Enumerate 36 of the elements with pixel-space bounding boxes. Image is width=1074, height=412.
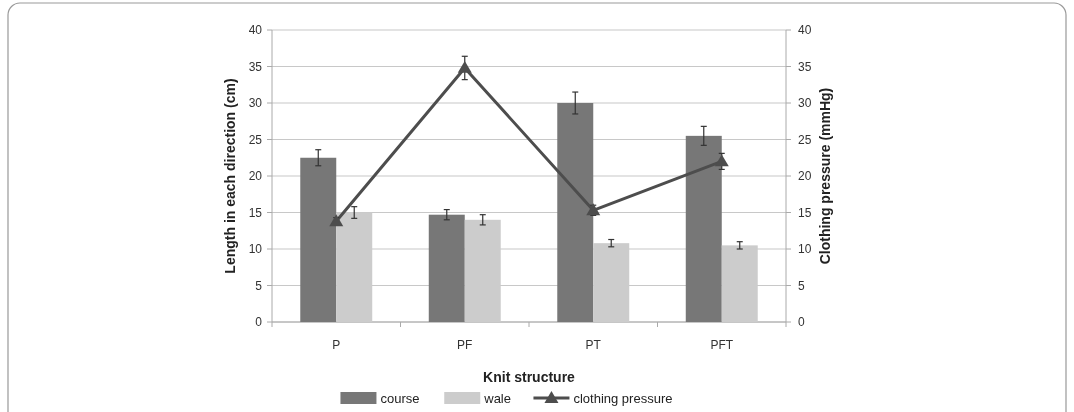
y2-tick-label: 15	[798, 205, 812, 220]
point	[714, 154, 729, 167]
y2-tick-label: 30	[798, 96, 812, 111]
y-tick-label: 0	[255, 315, 263, 330]
y2-tick-label: 20	[798, 169, 812, 184]
y2-tick-label: 0	[798, 315, 805, 330]
bar	[428, 214, 465, 322]
y-tick-label: 30	[248, 96, 263, 111]
y-tick-label: 25	[248, 132, 263, 147]
legend-label: clothing pressure	[573, 390, 673, 406]
legend-label: wale	[483, 390, 511, 406]
y-tick-label: 15	[248, 205, 263, 220]
y-tick-label: 20	[248, 169, 263, 184]
x-tick-label: PT	[585, 338, 602, 352]
y2-axis-title: Clothing pressure (mmHg)	[817, 87, 833, 265]
x-tick-label: PF	[457, 338, 473, 352]
y-tick-label: 40	[248, 23, 263, 38]
point	[457, 60, 472, 73]
y2-tick-label: 5	[798, 278, 805, 293]
legend-label: course	[380, 390, 420, 406]
y-axis-title: Length in each direction (cm)	[222, 78, 238, 274]
x-tick-label: P	[332, 338, 341, 352]
bar	[685, 135, 722, 322]
y-tick-label: 10	[248, 242, 263, 257]
y2-tick-label: 35	[798, 59, 812, 74]
y2-tick-label: 40	[798, 23, 812, 38]
x-axis-title: Knit structure	[483, 369, 576, 385]
point	[329, 214, 344, 227]
y-tick-label: 5	[255, 278, 263, 293]
x-tick-label: PFT	[710, 338, 734, 352]
bar	[300, 157, 337, 322]
bar	[557, 103, 594, 322]
y2-tick-label: 25	[798, 132, 812, 147]
point	[586, 203, 601, 216]
y2-tick-label: 10	[798, 242, 812, 257]
y-tick-label: 35	[248, 59, 263, 74]
